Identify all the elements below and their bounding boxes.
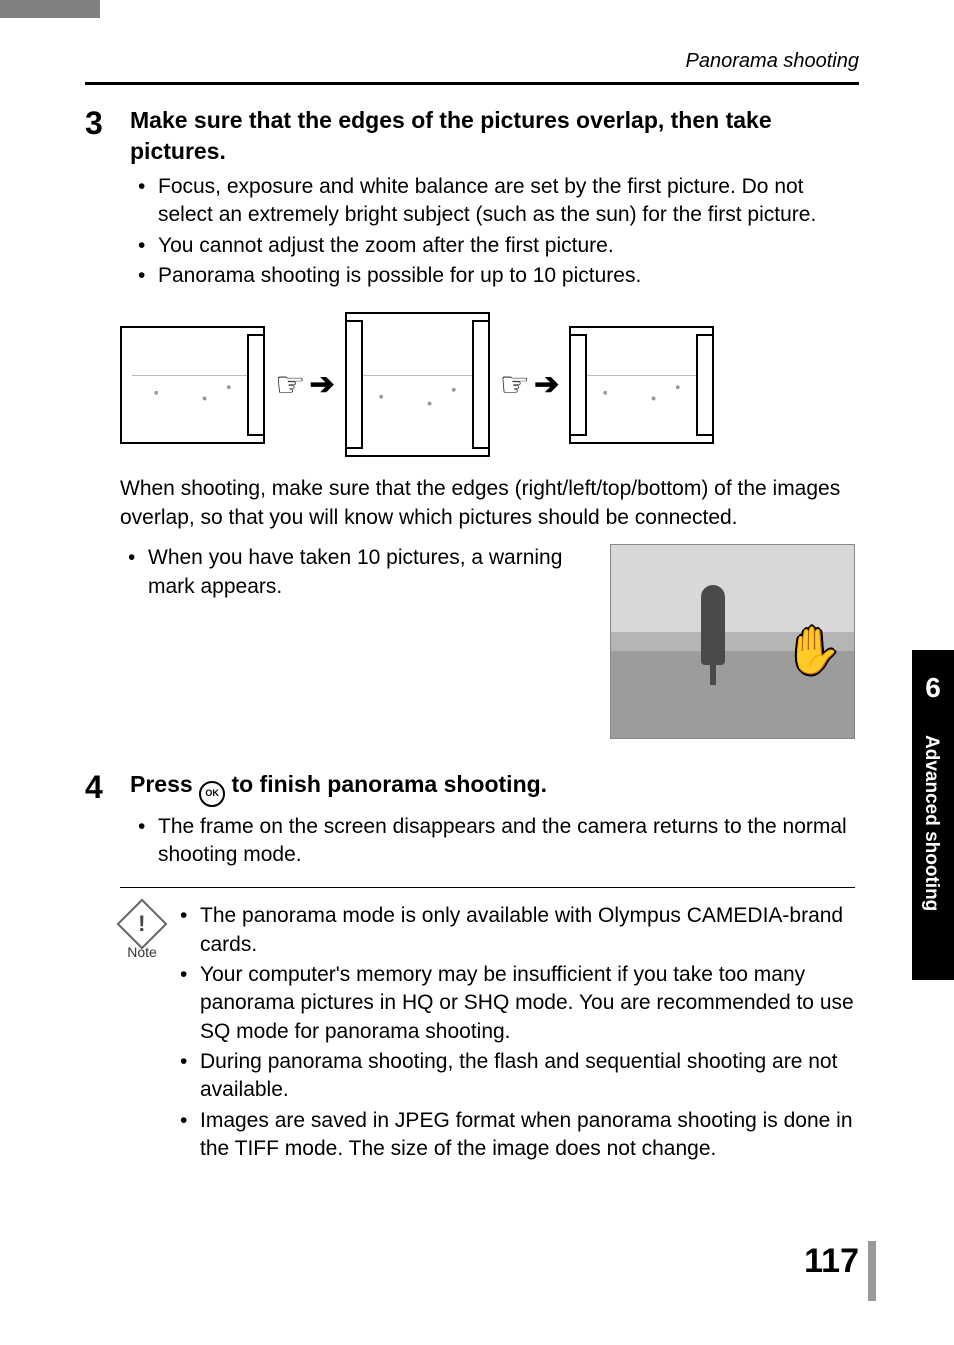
step-number-3: 3 [85, 105, 130, 292]
warning-example-photo: ✋ [610, 544, 855, 739]
step-3-bullets: Focus, exposure and white balance are se… [130, 173, 855, 290]
header-rule [85, 82, 859, 85]
note-block: ! Note The panorama mode is only availab… [120, 902, 855, 1165]
note-bullet: Images are saved in JPEG format when pan… [178, 1107, 855, 1164]
overlap-marker [696, 334, 714, 436]
step-4-title-prefix: Press [130, 771, 199, 797]
chapter-number: 6 [912, 672, 954, 704]
step-3-bullet: You cannot adjust the zoom after the fir… [158, 232, 855, 260]
pano-frame [345, 312, 490, 457]
running-header: Panorama shooting [686, 50, 859, 73]
scene-sketch [581, 375, 702, 432]
note-bullet: The panorama mode is only available with… [178, 902, 855, 959]
scene-sketch [357, 375, 478, 446]
note-bullet: Your computer's memory may be insufficie… [178, 961, 855, 1046]
note-bullet: During panorama shooting, the flash and … [178, 1048, 855, 1105]
step-number-4: 4 [85, 769, 130, 871]
overlap-marker [472, 320, 490, 449]
note-icon-column: ! Note [120, 902, 164, 1165]
scene-sketch [132, 375, 253, 432]
step-4-title: Press OK to finish panorama shooting. [130, 769, 855, 807]
page-content: 3 Make sure that the edges of the pictur… [85, 105, 855, 1165]
panorama-overlap-illustration: ☞ ➔ ☞ ➔ [120, 312, 855, 457]
overlap-marker [247, 334, 265, 436]
note-exclamation: ! [138, 911, 145, 937]
stop-hand-icon: ✋ [785, 623, 836, 678]
note-bullets: The panorama mode is only available with… [178, 902, 855, 1165]
warning-row: When you have taken 10 pictures, a warni… [120, 544, 855, 739]
chapter-label: Advanced shooting [920, 735, 942, 911]
chapter-side-tab: 6 Advanced shooting [912, 650, 954, 980]
arrow-right-icon: ➔ [534, 367, 559, 402]
overlap-marker [569, 334, 587, 436]
pano-frame [120, 326, 265, 444]
step-3-bullet: Panorama shooting is possible for up to … [158, 262, 855, 290]
page-number: 117 [804, 1242, 859, 1281]
overlap-caption: When shooting, make sure that the edges … [120, 475, 855, 532]
arrow-segment: ☞ ➔ [500, 367, 560, 402]
arrow-segment: ☞ ➔ [275, 367, 335, 402]
overlap-marker [345, 320, 363, 449]
warning-bullets: When you have taken 10 pictures, a warni… [120, 544, 590, 739]
step-3: 3 Make sure that the edges of the pictur… [85, 105, 855, 292]
warning-bullet: When you have taken 10 pictures, a warni… [148, 544, 590, 601]
step-4-bullet: The frame on the screen disappears and t… [158, 813, 855, 870]
arrow-right-icon: ➔ [309, 367, 334, 402]
pointing-hand-icon: ☞ [500, 368, 530, 402]
step-3-body: Make sure that the edges of the pictures… [130, 105, 855, 292]
step-4-body: Press OK to finish panorama shooting. Th… [130, 769, 855, 871]
top-corner-bar [0, 0, 100, 18]
step-4-bullets: The frame on the screen disappears and t… [130, 813, 855, 870]
step-3-title: Make sure that the edges of the pictures… [130, 105, 855, 167]
step-4-title-suffix: to finish panorama shooting. [231, 771, 547, 797]
step-4: 4 Press OK to finish panorama shooting. … [85, 769, 855, 871]
step-3-bullet: Focus, exposure and white balance are se… [158, 173, 855, 230]
note-divider [120, 887, 855, 888]
ok-menu-button-icon: OK [199, 781, 225, 807]
page-edge-mark [868, 1241, 876, 1301]
tree-graphic [701, 585, 725, 665]
note-diamond-icon: ! [117, 899, 168, 950]
pointing-hand-icon: ☞ [275, 368, 305, 402]
pano-frame [569, 326, 714, 444]
